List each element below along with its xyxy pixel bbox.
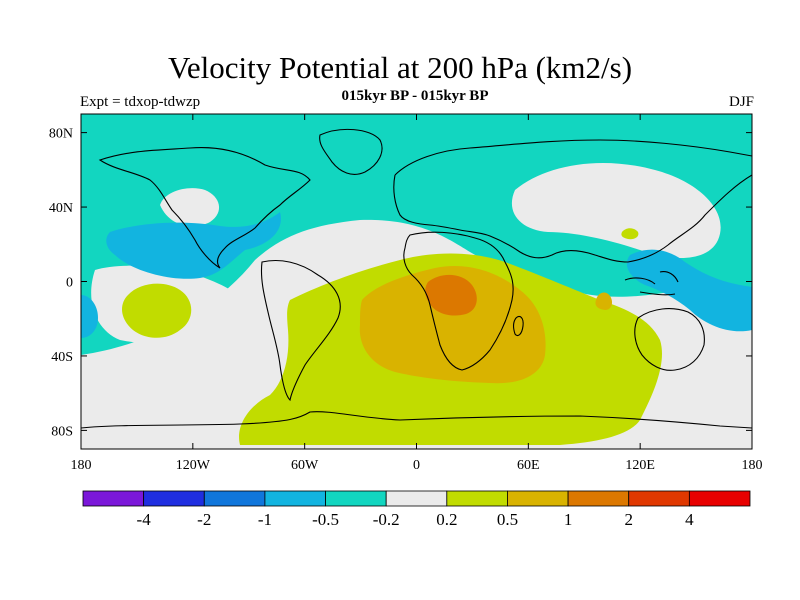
lat-tick-label: 40S: [51, 350, 73, 365]
colorbar-swatch: [567, 490, 630, 507]
field-positive-mid: [359, 266, 546, 384]
lat-tick-label: 80N: [49, 127, 73, 142]
lon-tick-label: 180: [742, 458, 763, 473]
longitude-axis: 180 120W 60W 0 60E 120E 180: [71, 114, 763, 473]
colorbar-label: -0.2: [373, 510, 400, 529]
lon-tick-label: 180: [71, 458, 92, 473]
field-positive-strong: [425, 274, 477, 316]
coastline-madagascar: [513, 315, 524, 337]
coastline-australia: [634, 308, 705, 371]
lat-tick-label: 80S: [51, 424, 73, 439]
coastline-north-america: [98, 147, 311, 269]
field-negative-mid-indopacific: [626, 249, 752, 332]
experiment-label: Expt = tdxop-tdwzp: [80, 94, 201, 110]
coastlines: [81, 128, 752, 429]
season-label: DJF: [728, 94, 754, 110]
colorbar-label: -1: [258, 510, 272, 529]
coastline-south-america: [260, 259, 341, 402]
colorbar-swatch: [446, 490, 508, 507]
colorbar: -4 -2 -1 -0.5 -0.2 0.2 0.5 1 2 4: [82, 490, 751, 529]
field-negative-mid-pacific: [106, 212, 281, 279]
field-neutral-north: [511, 162, 721, 259]
colorbar-swatch: [82, 490, 145, 507]
field-neutral-namerica: [160, 188, 220, 227]
coastline-indonesia: [624, 271, 679, 296]
colorbar-swatch: [507, 490, 569, 507]
colorbar-swatch: [203, 490, 266, 507]
lat-tick-label: 0: [66, 276, 73, 291]
colorbar-swatch: [143, 490, 205, 507]
colorbar-label: 0.2: [436, 510, 457, 529]
colorbar-label: -4: [137, 510, 152, 529]
colorbar-swatch: [385, 490, 448, 507]
coastline-africa: [403, 231, 514, 371]
colorbar-label: -0.5: [312, 510, 339, 529]
plot-subtitle: 015kyr BP - 015kyr BP: [341, 88, 489, 104]
colorbar-label: 0.5: [497, 510, 518, 529]
coastline-eurasia: [393, 139, 752, 263]
lon-tick-label: 60E: [517, 458, 540, 473]
colorbar-label: -2: [197, 510, 211, 529]
coastline-antarctica: [81, 411, 752, 429]
lon-tick-label: 120W: [176, 458, 211, 473]
lon-tick-label: 0: [413, 458, 420, 473]
field-positive-weak-asia: [621, 228, 639, 240]
lon-tick-label: 120E: [625, 458, 655, 473]
plot-title: Velocity Potential at 200 hPa (km2/s): [167, 50, 633, 85]
colorbar-swatch: [264, 490, 326, 507]
colorbar-swatch: [325, 490, 387, 507]
field-positive-weak-pacific: [122, 283, 192, 338]
colorbar-label: 4: [685, 510, 694, 529]
coastline-greenland: [319, 128, 383, 175]
latitude-axis: 80N 40N 0 40S 80S: [49, 127, 752, 439]
lat-tick-label: 40N: [49, 201, 73, 216]
contour-field: [81, 114, 752, 449]
colorbar-label: 2: [624, 510, 633, 529]
lon-tick-label: 60W: [291, 458, 319, 473]
colorbar-label: 1: [564, 510, 573, 529]
colorbar-swatch: [628, 490, 690, 507]
colorbar-swatch: [688, 490, 751, 507]
field-positive-mid-indian: [595, 292, 613, 310]
field-negative-mid-edge: [81, 295, 98, 338]
